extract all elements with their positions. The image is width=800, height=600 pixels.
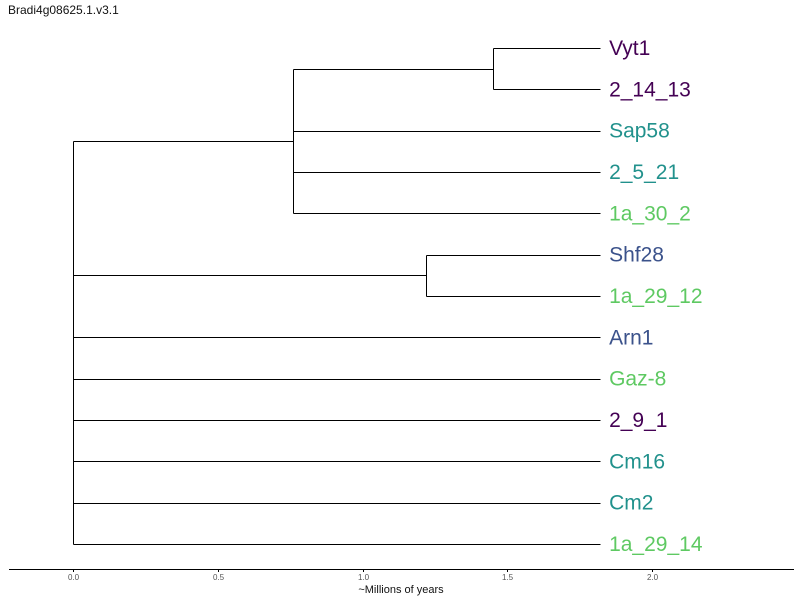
leaf-label: Sap58 <box>609 120 670 143</box>
branches <box>73 48 601 545</box>
leaf-label: 2_9_1 <box>609 409 667 432</box>
leaf-label: Cm2 <box>609 492 653 515</box>
leaf-label: 1a_30_2 <box>609 202 691 225</box>
x-tick-label: 2.0 <box>647 573 659 582</box>
leaf-label: Vyt1 <box>609 37 650 60</box>
leaf-label: 1a_29_12 <box>609 285 702 308</box>
x-tick-label: 1.0 <box>358 573 370 582</box>
leaf-label: Cm16 <box>609 450 665 473</box>
x-axis-ticks: 0.0 0.5 1.0 1.5 2.0 <box>68 569 659 582</box>
x-axis-title: ~Millions of years <box>358 584 444 596</box>
x-axis: 0.0 0.5 1.0 1.5 2.0 ~Millions of years <box>9 569 794 596</box>
page-title: Bradi4g08625.1.v3.1 <box>8 3 119 17</box>
leaf-label: 2_14_13 <box>609 78 691 101</box>
leaf-label: 2_5_21 <box>609 161 679 184</box>
leaf-label: Gaz-8 <box>609 368 666 391</box>
leaf-label: Arn1 <box>609 326 653 349</box>
leaf-label: Shf28 <box>609 244 664 267</box>
x-tick-label: 0.0 <box>68 573 80 582</box>
leaf-label: 1a_29_14 <box>609 533 703 556</box>
x-tick-label: 0.5 <box>213 573 225 582</box>
x-tick-label: 1.5 <box>502 573 514 582</box>
leaf-labels: Vyt1 2_14_13 Sap58 2_5_21 1a_30_2 Shf28 1a_29_… <box>609 37 703 556</box>
